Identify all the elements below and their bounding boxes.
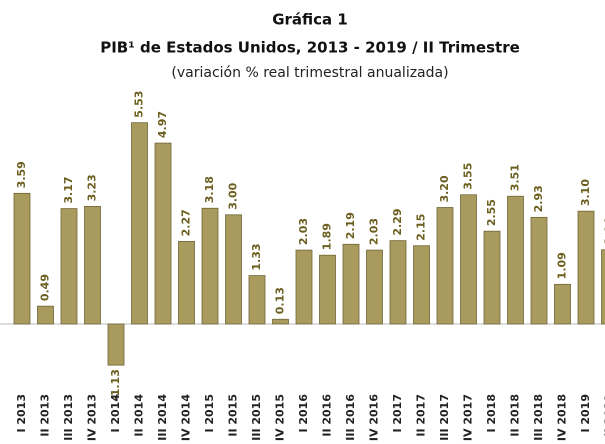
- bar: [483, 230, 501, 325]
- x-tick-label: I 2015: [203, 394, 216, 433]
- bar: [225, 214, 242, 325]
- bar: [436, 207, 454, 325]
- bar: [84, 206, 101, 325]
- data-label: 2.03: [297, 218, 310, 245]
- bar: [13, 192, 31, 325]
- x-tick-label: II 2013: [39, 394, 52, 437]
- data-label: 2.93: [532, 185, 545, 212]
- bar: [507, 195, 524, 325]
- data-label: 3.18: [203, 176, 216, 203]
- data-label: 3.17: [62, 176, 75, 203]
- chart-subtitle: PIB¹ de Estados Unidos, 2013 - 2019 / II…: [100, 39, 520, 57]
- data-label: 3.59: [15, 161, 28, 188]
- x-tick-label: II 2019: [603, 394, 605, 437]
- data-label: 0.13: [274, 287, 287, 314]
- x-tick-label: IV 2016: [368, 394, 381, 441]
- bar: [107, 323, 125, 366]
- bar: [154, 142, 172, 325]
- data-label: 0.49: [39, 274, 52, 301]
- bar: [60, 208, 78, 325]
- x-tick-label: II 2015: [227, 394, 240, 437]
- x-tick-label: II 2016: [321, 394, 334, 437]
- data-label: 3.51: [509, 164, 522, 191]
- bar: [342, 243, 360, 325]
- data-label: 1.33: [250, 243, 263, 270]
- x-tick-label: IV 2014: [180, 394, 193, 441]
- data-label: 3.20: [438, 175, 451, 202]
- x-tick-label: IV 2013: [86, 394, 99, 441]
- x-tick-label: II 2014: [133, 394, 146, 437]
- data-label: 3.23: [86, 174, 99, 201]
- data-label: 2.15: [415, 214, 428, 241]
- data-label: 2.03: [368, 218, 381, 245]
- data-label: 2.29: [391, 209, 404, 236]
- data-label: 1.09: [556, 252, 569, 279]
- x-tick-label: I 2018: [485, 394, 498, 433]
- bar: [389, 240, 407, 325]
- bar: [554, 283, 571, 325]
- bar: [319, 254, 336, 325]
- bar: [201, 207, 219, 325]
- data-label: 3.00: [227, 182, 240, 209]
- x-tick-label: IV 2017: [462, 394, 475, 441]
- x-tick-label: I 2019: [579, 394, 592, 433]
- bar: [530, 216, 548, 325]
- x-tick-label: I 2014: [109, 394, 122, 433]
- x-tick-label: I 2016: [297, 394, 310, 433]
- x-tick-label: I 2017: [391, 394, 404, 433]
- chart-title: Gráfica 1: [272, 11, 348, 29]
- chart-note: (variación % real trimestral anualizada): [171, 65, 448, 81]
- x-tick-label: III 2016: [344, 394, 357, 441]
- x-tick-label: III 2017: [438, 394, 451, 441]
- bar: [248, 275, 266, 325]
- x-tick-label: II 2017: [415, 394, 428, 437]
- data-label: 2.04: [603, 217, 605, 244]
- bar: [601, 249, 605, 325]
- data-label: -1.13: [109, 369, 122, 401]
- x-tick-label: IV 2015: [274, 394, 287, 441]
- x-tick-label: I 2013: [15, 394, 28, 433]
- data-label: 1.89: [321, 223, 334, 250]
- bar: [413, 245, 430, 325]
- x-tick-label: IV 2018: [556, 394, 569, 441]
- x-tick-label: III 2014: [156, 394, 169, 441]
- data-label: 5.53: [133, 91, 146, 118]
- bar: [295, 249, 313, 325]
- bar: [460, 194, 477, 325]
- bar: [131, 122, 148, 325]
- bar: [178, 240, 195, 325]
- data-label: 3.55: [462, 163, 475, 190]
- data-label: 4.97: [156, 111, 169, 138]
- data-label: 3.10: [579, 179, 592, 206]
- bar: [577, 210, 595, 325]
- bar: [366, 249, 383, 325]
- bar: [272, 318, 289, 325]
- data-label: 2.27: [180, 209, 193, 236]
- x-tick-label: III 2013: [62, 394, 75, 441]
- bar: [37, 305, 54, 325]
- x-tick-label: III 2018: [532, 394, 545, 441]
- data-label: 2.55: [485, 199, 498, 226]
- x-tick-label: III 2015: [250, 394, 263, 441]
- data-label: 2.19: [344, 212, 357, 239]
- x-tick-label: II 2018: [509, 394, 522, 437]
